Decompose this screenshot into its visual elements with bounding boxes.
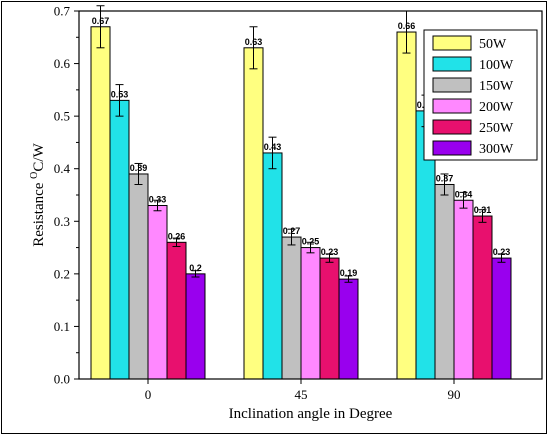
y-tick-label: 0.4	[54, 161, 71, 176]
legend-box	[423, 29, 538, 161]
data-label: 0.33	[149, 195, 167, 205]
data-label: 0.53	[111, 89, 129, 99]
x-tick-label: 0	[145, 387, 152, 402]
data-label: 0.43	[264, 142, 282, 152]
legend-label-250W: 250W	[479, 121, 514, 136]
bar-250W-0	[166, 241, 187, 380]
legend: 50W 100W 150W 200W 250W 300W	[423, 29, 538, 161]
data-label: 0.39	[130, 163, 148, 173]
x-axis-title: Inclination angle in Degree	[229, 406, 393, 422]
legend-swatch-100W	[432, 56, 472, 72]
y-tick-label: 0.3	[54, 214, 70, 229]
bar-50W-90	[396, 31, 417, 380]
bar-200W-90	[453, 199, 474, 380]
legend-label-150W: 150W	[479, 79, 514, 94]
data-label: 0.66	[398, 21, 416, 31]
bars	[90, 26, 512, 380]
data-label: 0.37	[436, 173, 454, 183]
data-labels: 0.670.530.390.330.260.20.630.430.270.250…	[92, 16, 511, 278]
bar-250W-90	[472, 215, 493, 380]
bar-150W-90	[434, 183, 455, 380]
data-label: 0.26	[168, 231, 186, 241]
data-label: 0.2	[189, 263, 202, 273]
y-tick-label: 0.1	[54, 319, 70, 334]
legend-swatch-150W	[432, 77, 472, 93]
data-label: 0.25	[302, 237, 320, 247]
data-label: 0.19	[340, 268, 358, 278]
legend-label-200W: 200W	[479, 100, 514, 115]
bar-100W-45	[262, 152, 283, 380]
y-tick-label: 0.5	[54, 109, 70, 124]
bar-300W-0	[185, 273, 206, 380]
bar-300W-45	[338, 278, 359, 380]
legend-label-300W: 300W	[479, 142, 514, 157]
y-axis-title-unit-sup: O	[29, 172, 40, 179]
y-axis-title-unit: C/W	[31, 142, 47, 171]
y-tick-label: 0.7	[54, 4, 71, 19]
y-tick-label: 0.6	[54, 56, 71, 71]
bar-200W-0	[147, 205, 168, 380]
y-axis-title-text: Resistance	[31, 179, 47, 247]
data-label: 0.27	[283, 226, 301, 236]
y-tick-label: 0.2	[54, 266, 70, 281]
bar-250W-45	[319, 257, 340, 380]
bar-150W-0	[128, 173, 149, 380]
data-label: 0.23	[321, 247, 339, 257]
axes: 0.0 0.1 0.2 0.3 0.4 0.5 0.6 0.7 0 45 90	[54, 4, 543, 402]
bar-300W-90	[491, 257, 512, 380]
legend-swatch-300W	[432, 140, 472, 156]
legend-swatch-200W	[432, 98, 472, 114]
legend-label-100W: 100W	[479, 58, 514, 73]
data-label: 0.34	[455, 189, 473, 199]
x-tick-label: 90	[448, 387, 461, 402]
data-label: 0.67	[92, 16, 110, 26]
legend-swatch-250W	[432, 119, 472, 135]
legend-label-50W: 50W	[479, 37, 507, 52]
bar-50W-45	[243, 47, 264, 380]
y-tick-label: 0.0	[54, 372, 70, 387]
bar-50W-0	[90, 26, 111, 380]
data-label: 0.23	[493, 247, 511, 257]
data-label: 0.31	[474, 205, 492, 215]
bar-200W-45	[300, 247, 321, 380]
x-tick-label: 45	[295, 387, 308, 402]
legend-swatch-50W	[432, 35, 472, 51]
bar-150W-45	[281, 236, 302, 380]
bar-100W-0	[109, 99, 130, 380]
data-label: 0.63	[245, 37, 263, 47]
y-axis-title: Resistance OC/W	[29, 142, 47, 246]
